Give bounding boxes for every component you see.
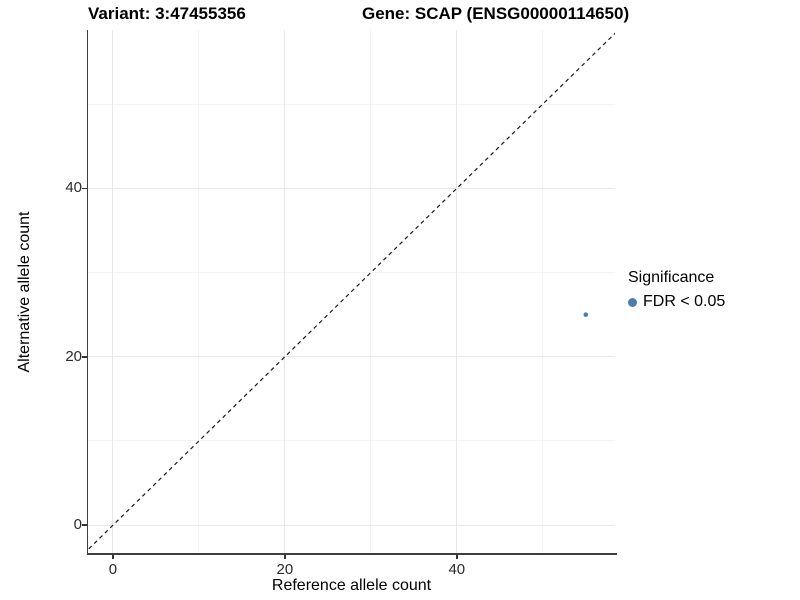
gene-title: Gene: SCAP (ENSG00000114650) — [362, 4, 630, 23]
y-axis-tick-label: 40 — [65, 179, 82, 197]
x-axis-tick — [456, 554, 458, 559]
gridline-major-y — [88, 187, 615, 189]
identity-line — [88, 32, 615, 551]
gridline-minor-y — [88, 440, 615, 442]
legend-title: Significance — [628, 269, 715, 286]
x-axis-title: Reference allele count — [271, 577, 432, 594]
y-axis-tick-label: 20 — [65, 347, 82, 365]
gridline-major-x — [284, 30, 286, 553]
gridline-minor-y — [88, 103, 615, 105]
x-axis-tick-label: 40 — [448, 561, 466, 578]
y-axis-tick — [82, 356, 87, 358]
gridline-major-y — [88, 356, 615, 358]
x-axis-tick — [284, 554, 286, 559]
gridline-major-x — [112, 30, 114, 553]
legend: Significance FDR < 0.05 — [628, 268, 725, 311]
x-axis-tick-label: 20 — [276, 561, 294, 578]
x-axis-tick-label: 0 — [108, 561, 118, 578]
plot-canvas — [88, 32, 615, 551]
y-axis-tick — [82, 187, 87, 190]
legend-item-label: FDR < 0.05 — [643, 293, 726, 310]
legend-item: FDR < 0.05 — [628, 293, 725, 311]
y-axis-line — [86, 30, 88, 555]
gridline-minor-x — [542, 30, 544, 553]
data-point — [583, 312, 589, 317]
gridline-minor-x — [198, 30, 200, 553]
gridline-minor-y — [88, 272, 615, 274]
gridline-minor-x — [370, 30, 372, 553]
gridline-major-y — [88, 524, 615, 526]
x-axis-tick — [112, 554, 114, 559]
gridline-major-x — [456, 30, 458, 553]
variant-title: Variant: 3:47455356 — [88, 4, 246, 23]
y-axis-tick-label: 0 — [73, 516, 82, 534]
plot-area: Reference allele count Alternative allel… — [16, 30, 617, 594]
y-axis-tick — [82, 524, 87, 526]
legend-point-icon — [628, 297, 637, 307]
x-axis-line — [86, 553, 617, 555]
plot-panel — [88, 30, 615, 553]
